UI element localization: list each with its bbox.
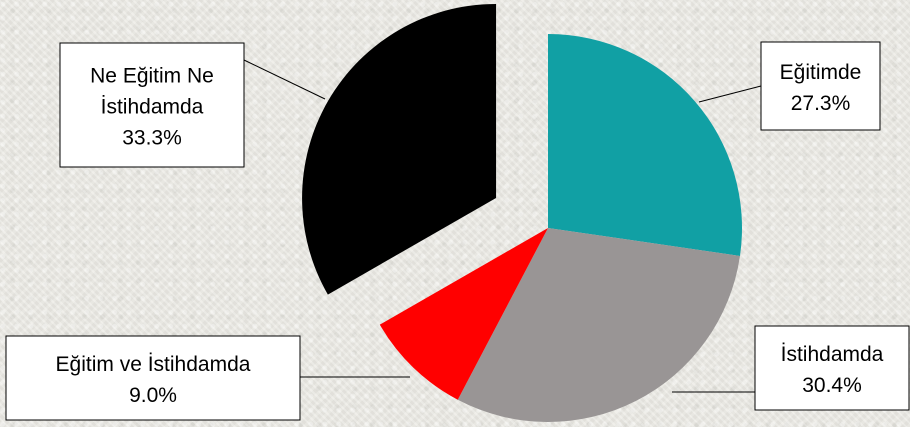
value-label-ne-egitim-ne-istihdamda: 33.3% [122, 127, 182, 150]
data-label-egitimde: Eğitimde 27.3% [698, 41, 881, 131]
label-box-egitimde [760, 41, 881, 131]
category-label-egitim-ve-istihdamda: Eğitim ve İstihdamda [56, 353, 251, 376]
pie-slice-istihdamda [457, 228, 740, 422]
data-label-egitim-ve-istihdamda: Eğitim ve İstihdamda 9.0% [5, 335, 410, 421]
category-label-istihdamda: İstihdamda [781, 343, 884, 366]
pie-slice-egitim-ve-istihdamda [379, 228, 548, 400]
pie-slice-egitimde [548, 34, 742, 256]
leader-line-ne-egitim-ne-istihdamda [243, 59, 326, 100]
category-label-egitimde: Eğitimde [780, 61, 862, 84]
label-box-ne-egitim-ne-istihdamda [59, 42, 245, 168]
value-label-egitim-ve-istihdamda: 9.0% [129, 384, 177, 407]
data-label-ne-egitim-ne-istihdamda: Ne Eğitim Ne İstihdamda 33.3% [59, 42, 326, 168]
data-label-istihdamda: İstihdamda 30.4% [672, 325, 910, 411]
value-label-egitimde: 27.3% [791, 92, 851, 115]
label-box-istihdamda [754, 325, 910, 411]
category-label-ne-egitim-ne-istihdamda: Ne Eğitim Ne [90, 65, 214, 88]
label-box-egitim-ve-istihdamda [5, 335, 301, 421]
leader-line-egitimde [698, 85, 762, 103]
category-label-ne-egitim-ne-istihdamda: İstihdamda [101, 96, 204, 119]
value-label-istihdamda: 30.4% [802, 374, 862, 397]
pie-slice-ne-egitim-ne-istihdamda [302, 3, 497, 295]
